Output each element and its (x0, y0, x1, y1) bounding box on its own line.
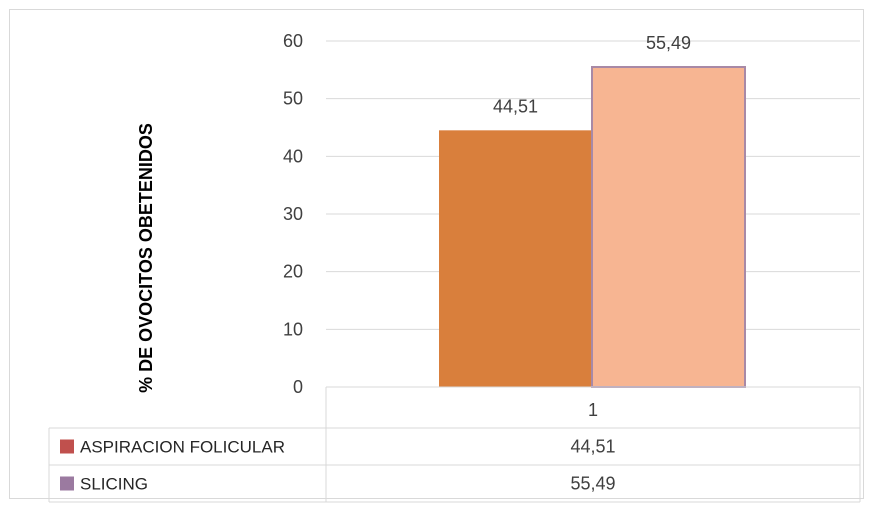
legend-label: SLICING (80, 475, 148, 494)
category-label: 1 (588, 400, 598, 420)
bars (439, 66, 746, 389)
y-tick-label: 0 (293, 377, 303, 397)
legend-swatch-slicing (60, 476, 74, 491)
data-table: 1 ASPIRACION FOLICULAR 44,51 SLICING 55,49 (48, 386, 861, 503)
table-value: 55,49 (570, 474, 615, 494)
y-tick-label: 50 (283, 89, 303, 109)
y-tick-label: 20 (283, 262, 303, 282)
y-axis-ticks: 0 10 20 30 40 50 60 (283, 31, 303, 397)
table-value: 44,51 (570, 437, 615, 457)
y-tick-label: 10 (283, 319, 303, 339)
data-labels: 44,51 55,49 (493, 33, 691, 116)
bar-aspiracion-folicular (439, 130, 592, 387)
data-label: 55,49 (646, 33, 691, 53)
y-tick-label: 30 (283, 204, 303, 224)
y-tick-label: 40 (283, 146, 303, 166)
data-label: 44,51 (493, 96, 538, 116)
legend-label: ASPIRACION FOLICULAR (80, 438, 285, 457)
legend-swatch-aspiracion-folicular (60, 439, 74, 454)
y-axis-label: % DE OVOCITOS OBETENIDOS (136, 123, 156, 393)
y-tick-label: 60 (283, 31, 303, 51)
bar-slicing (591, 66, 746, 389)
